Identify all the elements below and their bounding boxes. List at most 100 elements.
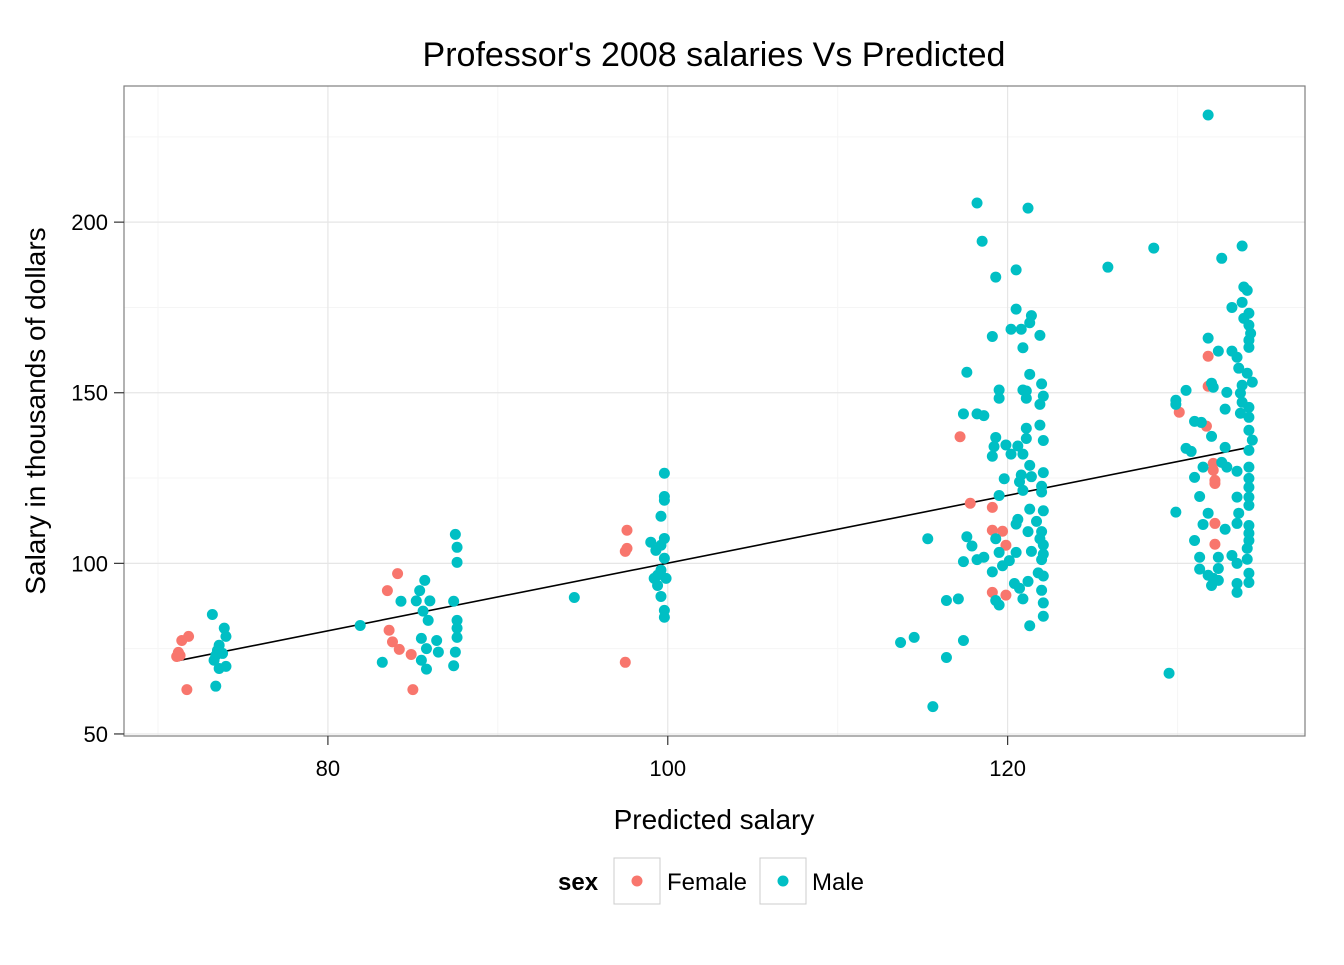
data-point-male [1102,261,1114,273]
data-point-female [407,684,419,696]
data-point-male [957,408,969,420]
data-point-male [660,572,672,584]
legend-title: sex [558,869,599,896]
data-point-male [927,701,939,713]
data-point-male [940,652,952,664]
data-point-male [1231,586,1243,598]
data-point-male [210,680,222,692]
data-point-male [971,197,983,209]
data-point-female [1209,517,1221,529]
data-point-male [354,619,366,631]
data-point-male [978,551,990,563]
legend: sex Female Male [558,857,864,905]
data-point-male [422,614,434,626]
data-point-male [568,591,580,603]
data-point-female [1207,464,1219,476]
data-point-male [415,632,427,644]
x-tick-label: 120 [989,756,1026,781]
data-point-female [619,545,631,557]
data-point-female [392,568,404,580]
data-point-male [1022,575,1034,587]
data-point-male [420,643,432,655]
panel-border [123,85,1306,737]
data-point-male [961,531,973,543]
y-tick-label: 50 [84,722,108,747]
data-point-male [1034,398,1046,410]
series-female [171,350,1221,696]
data-points [171,109,1258,713]
data-point-male [1037,597,1049,609]
legend-label-female: Female [667,869,747,896]
axes: 80 100 120 50 100 150 200 [71,210,1026,781]
data-point-male [1024,368,1036,380]
data-point-male [1017,593,1029,605]
data-point-male [1233,507,1245,519]
data-point-male [1189,534,1201,546]
data-point-male [1241,284,1253,296]
data-point-male [1037,539,1049,551]
data-point-male [952,593,964,605]
data-point-male [1206,580,1218,592]
data-point-male [1243,491,1255,503]
data-point-male [449,646,461,658]
data-point-male [451,541,463,553]
data-point-male [1246,376,1258,388]
data-point-female [1202,350,1214,362]
data-point-male [1017,448,1029,460]
data-point-male [451,556,463,568]
legend-female-marker [631,875,643,887]
plot-panel [124,86,1305,736]
data-point-male [990,431,1002,443]
data-point-male [220,660,232,672]
data-point-male [997,560,1009,572]
data-point-male [220,630,232,642]
data-point-male [1226,550,1238,562]
data-point-male [410,595,422,607]
data-point-male [1010,303,1022,315]
data-point-male [206,609,218,621]
data-point-female [986,524,998,536]
data-point-male [1206,430,1218,442]
data-point-male [998,473,1010,485]
y-axis-label: Salary in thousands of dollars [20,227,51,594]
data-point-female [964,497,976,509]
grid-lines [124,86,1305,736]
data-point-male [993,392,1005,404]
data-point-male [1243,444,1255,456]
x-axis-label: Predicted salary [614,804,815,835]
data-point-male [990,271,1002,283]
data-point-male [1185,445,1197,457]
data-point-female [1209,478,1221,490]
data-point-male [1231,491,1243,503]
data-point-male [451,622,463,634]
data-point-male [957,634,969,646]
data-point-male [451,614,463,626]
data-point-male [1231,517,1243,529]
data-point-male [966,540,978,552]
data-point-male [1202,332,1214,344]
data-point-male [1221,386,1233,398]
data-point-male [417,605,429,617]
data-point-male [1022,202,1034,214]
data-point-male [895,637,907,649]
chart-title: Professor's 2008 salaries Vs Predicted [423,36,1006,74]
data-point-male [1246,434,1258,446]
data-point-female [183,630,195,642]
data-point-male [658,552,670,564]
data-point-male [1025,471,1037,483]
data-point-male [1231,465,1243,477]
data-point-male [976,235,988,247]
data-point-male [1148,242,1160,254]
data-point-female [381,585,393,597]
data-point-male [424,595,436,607]
data-point-male [1243,519,1255,531]
data-point-male [957,556,969,568]
data-point-male [993,384,1005,396]
data-point-male [1010,264,1022,276]
series-male [206,109,1258,713]
data-point-female [1000,589,1012,601]
data-point-male [1243,319,1255,331]
data-point-male [1243,341,1255,353]
data-point-male [1036,554,1048,566]
